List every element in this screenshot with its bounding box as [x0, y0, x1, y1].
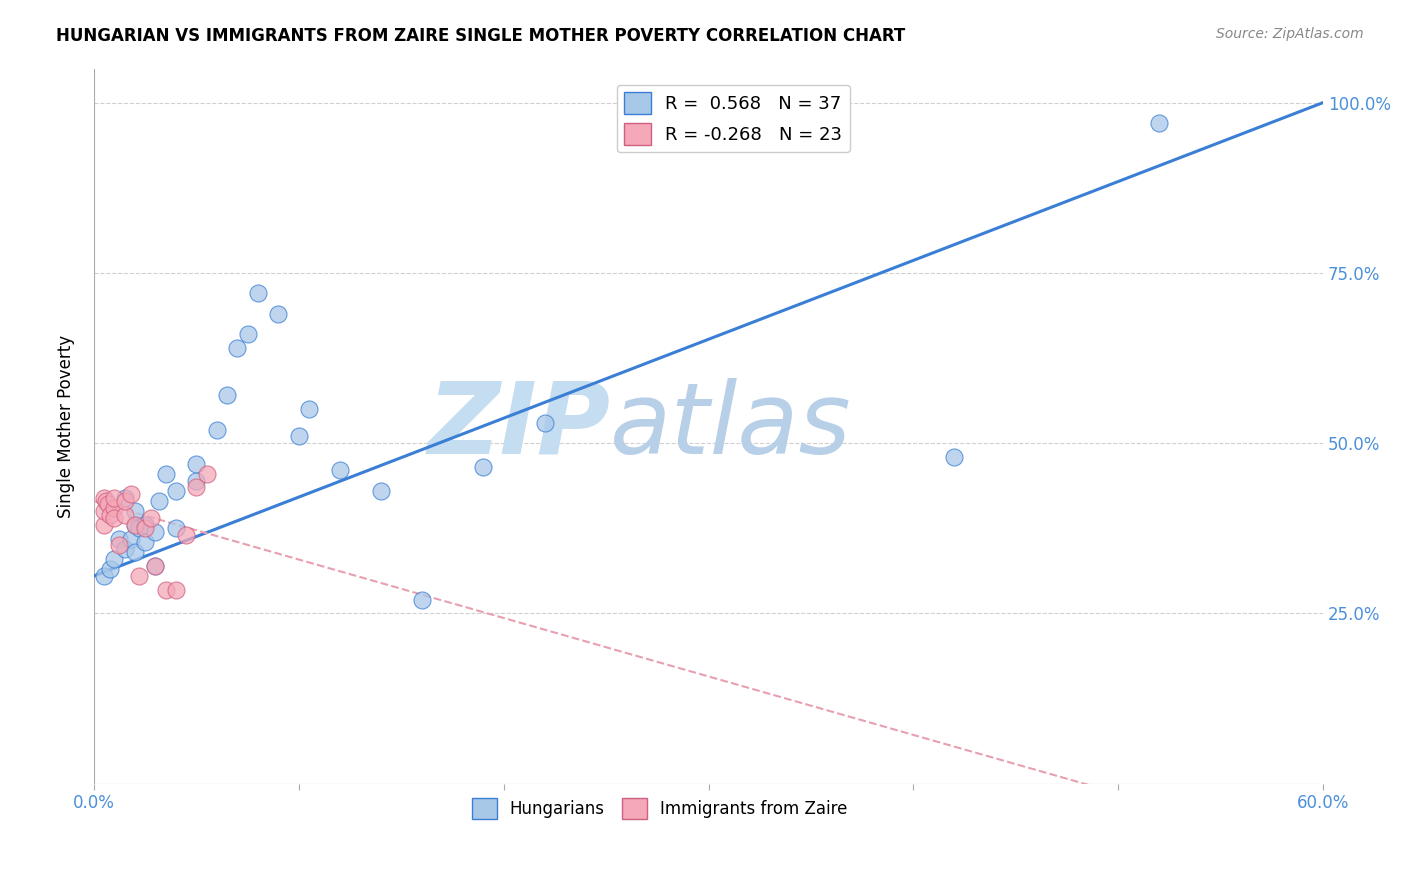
Text: atlas: atlas — [610, 377, 852, 475]
Point — [141, 511, 163, 525]
Text: ZIP: ZIP — [427, 377, 610, 475]
Point — [145, 558, 167, 573]
Text: HUNGARIAN VS IMMIGRANTS FROM ZAIRE SINGLE MOTHER POVERTY CORRELATION CHART: HUNGARIAN VS IMMIGRANTS FROM ZAIRE SINGL… — [56, 27, 905, 45]
Point — [128, 521, 150, 535]
Point — [120, 487, 142, 501]
Point — [236, 327, 259, 342]
Point — [205, 423, 228, 437]
Point — [98, 562, 121, 576]
Point — [288, 429, 311, 443]
Point — [298, 402, 321, 417]
Point — [93, 569, 115, 583]
Point — [124, 504, 146, 518]
Point — [98, 508, 121, 522]
Point — [226, 341, 249, 355]
Point — [145, 524, 167, 539]
Point — [107, 532, 129, 546]
Point — [174, 528, 197, 542]
Y-axis label: Single Mother Poverty: Single Mother Poverty — [58, 334, 75, 517]
Point — [103, 552, 125, 566]
Point — [114, 541, 136, 556]
Point — [370, 483, 392, 498]
Point — [533, 416, 555, 430]
Point — [195, 467, 218, 481]
Point — [103, 511, 125, 525]
Point — [114, 491, 136, 505]
Point — [103, 491, 125, 505]
Point — [114, 494, 136, 508]
Point — [114, 508, 136, 522]
Point — [246, 286, 269, 301]
Point — [134, 521, 156, 535]
Point — [165, 582, 187, 597]
Point — [186, 457, 208, 471]
Point — [97, 498, 120, 512]
Point — [155, 467, 177, 481]
Point — [186, 480, 208, 494]
Point — [93, 491, 115, 505]
Point — [1147, 116, 1170, 130]
Point — [134, 517, 156, 532]
Point — [93, 517, 115, 532]
Point — [124, 545, 146, 559]
Point — [267, 307, 290, 321]
Legend: Hungarians, Immigrants from Zaire: Hungarians, Immigrants from Zaire — [465, 792, 853, 825]
Point — [96, 494, 118, 508]
Point — [148, 494, 170, 508]
Point — [145, 558, 167, 573]
Point — [120, 532, 142, 546]
Point — [107, 538, 129, 552]
Point — [103, 500, 125, 515]
Point — [472, 460, 495, 475]
Point — [943, 450, 966, 464]
Point — [165, 521, 187, 535]
Point — [124, 517, 146, 532]
Point — [134, 535, 156, 549]
Point — [329, 463, 352, 477]
Point — [93, 504, 115, 518]
Point — [411, 592, 433, 607]
Point — [128, 569, 150, 583]
Point — [186, 474, 208, 488]
Text: Source: ZipAtlas.com: Source: ZipAtlas.com — [1216, 27, 1364, 41]
Point — [124, 517, 146, 532]
Point — [217, 388, 239, 402]
Point — [155, 582, 177, 597]
Point — [676, 116, 699, 130]
Point — [165, 483, 187, 498]
